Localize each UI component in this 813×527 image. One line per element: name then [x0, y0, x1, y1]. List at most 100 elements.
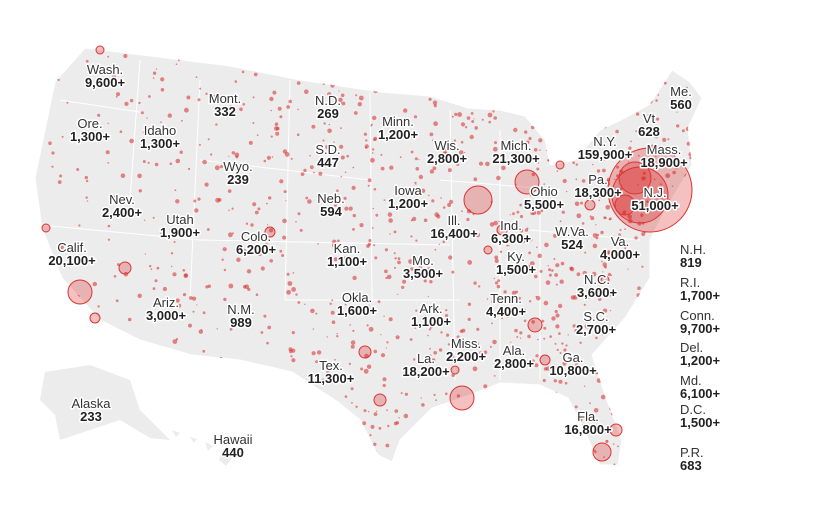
case-dot — [395, 335, 400, 340]
case-dot — [266, 224, 269, 226]
case-dot — [438, 243, 440, 246]
case-dot — [647, 96, 651, 99]
case-dot — [640, 424, 643, 426]
case-dot — [363, 132, 367, 136]
case-dot — [585, 123, 591, 129]
case-dot — [363, 409, 367, 413]
case-dot — [519, 203, 522, 207]
case-dot — [351, 185, 356, 190]
case-dot — [285, 200, 287, 202]
case-dot — [280, 377, 283, 380]
case-dot — [312, 446, 316, 450]
case-dot — [671, 446, 674, 449]
case-dot — [588, 118, 591, 121]
case-dot — [381, 48, 387, 51]
case-dot — [311, 124, 316, 129]
case-dot — [633, 254, 636, 257]
case-dot — [479, 79, 484, 84]
case-dot — [330, 310, 335, 315]
case-dot — [420, 90, 425, 95]
case-dot — [498, 421, 501, 424]
case-dot — [596, 169, 601, 173]
case-dot — [551, 55, 555, 59]
case-dot — [622, 210, 627, 215]
case-dot — [581, 222, 585, 225]
state-count: 5,500+ — [524, 197, 565, 212]
case-dot — [513, 127, 518, 133]
case-dot — [569, 462, 572, 464]
case-dot — [148, 95, 151, 98]
case-dot — [447, 203, 452, 207]
case-dot — [154, 162, 159, 167]
case-dot — [592, 163, 594, 166]
case-dot — [617, 445, 619, 448]
case-dot — [513, 54, 518, 59]
case-dot — [628, 146, 632, 150]
case-dot — [581, 70, 584, 74]
case-dot — [328, 48, 332, 50]
case-dot — [554, 437, 559, 442]
case-dot — [533, 156, 537, 159]
case-dot — [456, 163, 460, 166]
case-dot — [675, 273, 678, 276]
case-dot — [601, 260, 603, 263]
case-dot — [652, 425, 657, 429]
case-dot — [372, 152, 374, 154]
case-dot — [660, 383, 663, 386]
state-count: 16,400+ — [430, 226, 478, 241]
case-dot — [198, 143, 201, 146]
state-count: 1,300+ — [140, 136, 181, 151]
case-dot — [433, 393, 436, 396]
case-dot — [560, 441, 565, 446]
state-label: N.Y.159,900+ — [576, 133, 634, 164]
case-dot — [129, 427, 132, 430]
case-dot — [409, 338, 413, 341]
case-dot — [483, 350, 488, 355]
case-dot — [365, 315, 367, 317]
case-dot — [632, 50, 635, 53]
case-dot — [352, 228, 355, 231]
case-dot — [555, 263, 560, 268]
case-dot — [288, 413, 294, 419]
case-dot — [397, 260, 401, 265]
case-dot — [527, 334, 531, 339]
state-count: 6,200+ — [236, 242, 277, 257]
case-dot — [573, 48, 577, 49]
case-dot — [419, 440, 421, 442]
state-label: Wis.2,800+ — [425, 137, 469, 168]
case-dot — [556, 348, 559, 352]
case-dot — [553, 462, 557, 465]
case-dot — [571, 54, 574, 57]
case-dot — [316, 422, 319, 425]
case-dot — [576, 213, 582, 219]
case-dot — [587, 196, 590, 199]
state-label: W.Va.524 — [554, 223, 591, 254]
case-dot — [309, 165, 314, 170]
case-dot — [402, 279, 407, 284]
case-dot — [303, 168, 307, 173]
state-name: Wyo. — [223, 159, 253, 174]
case-dot — [292, 441, 296, 445]
state-count: 1,300+ — [70, 129, 111, 144]
case-dot — [321, 378, 326, 383]
case-dot — [160, 232, 163, 235]
case-dot — [569, 267, 575, 272]
case-dot — [388, 317, 393, 322]
case-dot — [416, 360, 421, 364]
case-dot — [267, 325, 272, 330]
case-dot — [290, 157, 293, 160]
case-dot — [487, 445, 489, 447]
case-bubble — [539, 354, 551, 366]
state-label: N.H.819 — [679, 241, 708, 272]
state-count: 524 — [561, 237, 583, 252]
case-dot — [138, 189, 142, 193]
case-dot — [138, 101, 141, 105]
case-dot — [252, 202, 257, 207]
case-dot — [492, 339, 497, 345]
case-dot — [474, 126, 479, 130]
case-dot — [256, 134, 259, 137]
case-dot — [441, 163, 443, 165]
state-count: 683 — [680, 458, 702, 473]
case-dot — [529, 238, 533, 242]
case-dot — [573, 81, 576, 83]
